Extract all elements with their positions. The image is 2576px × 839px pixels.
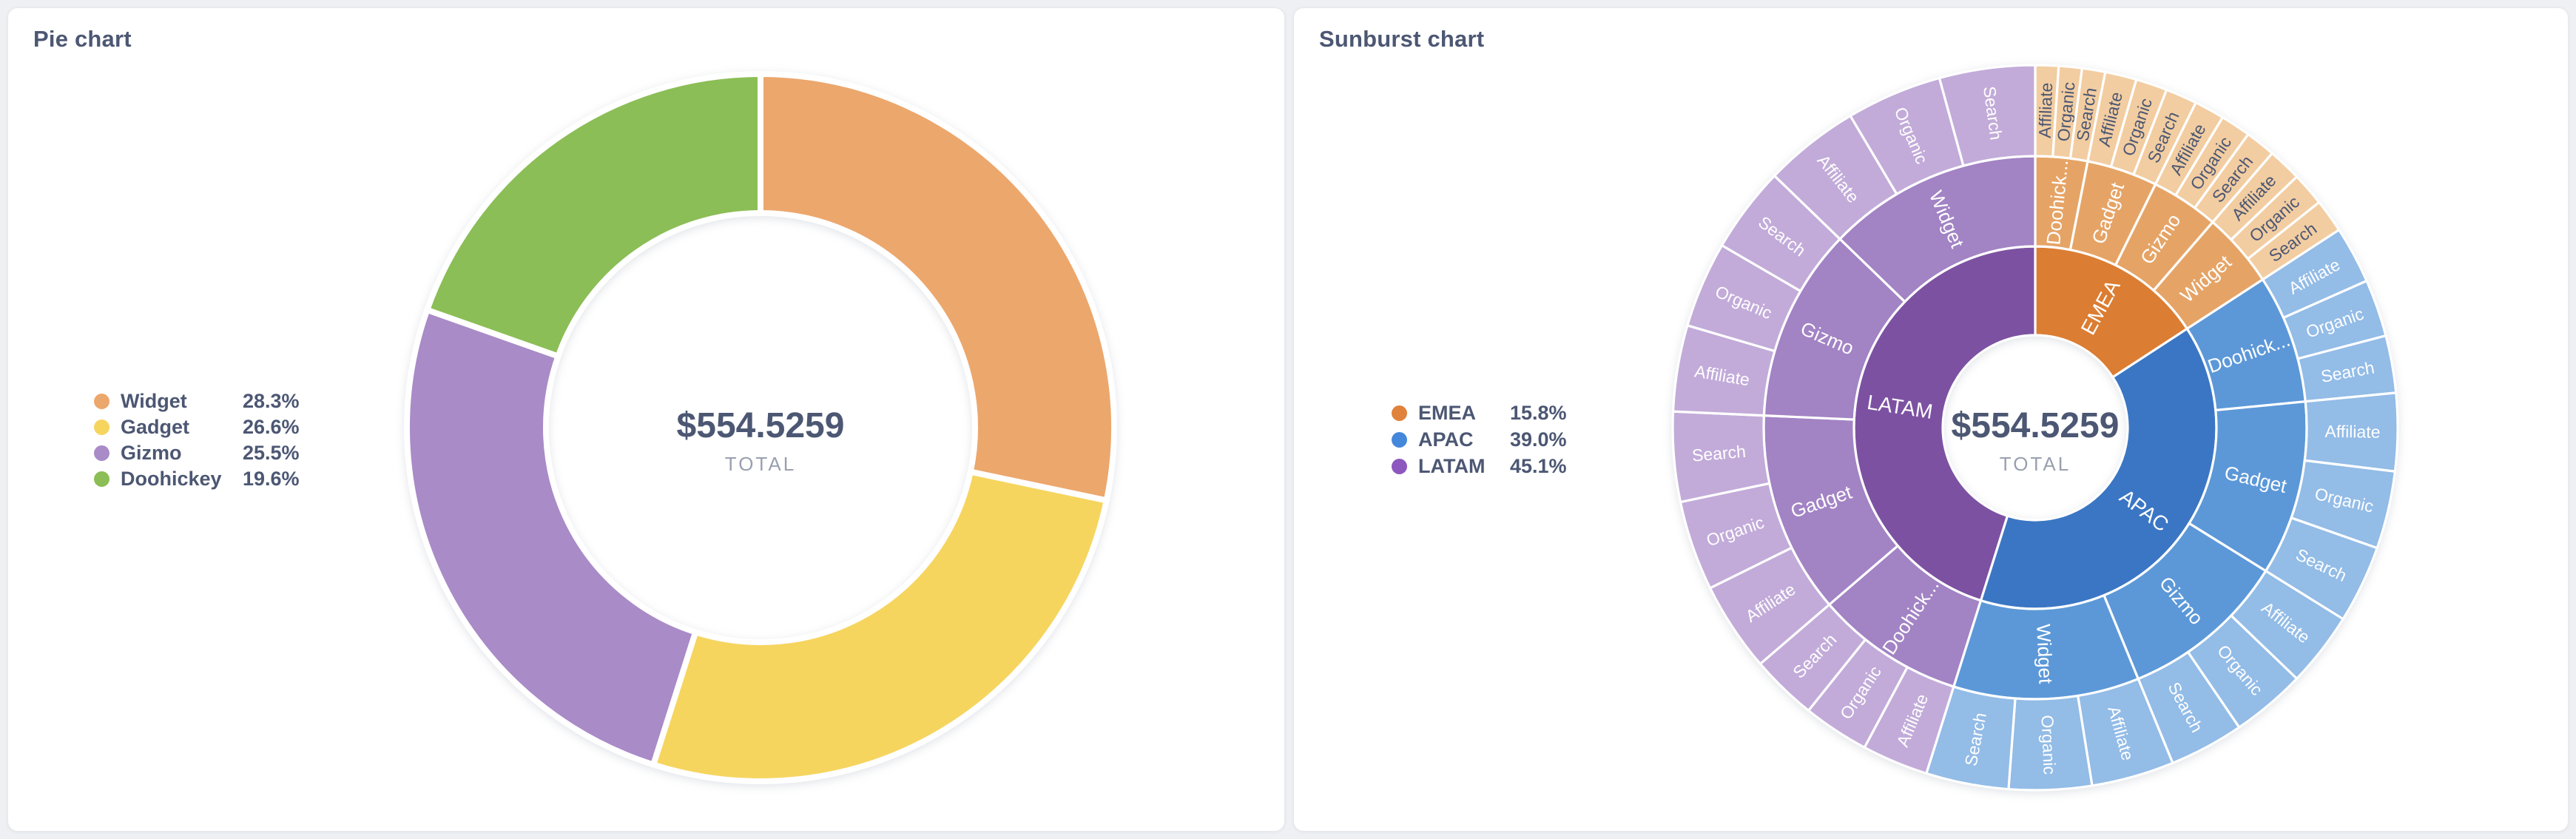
legend-dot-doohickey <box>94 471 109 487</box>
legend-label: Doohickey <box>121 468 222 490</box>
legend-percent: 26.6% <box>243 416 300 438</box>
legend-label: EMEA <box>1418 401 1477 424</box>
legend-item-latam[interactable]: LATAM 45.1% <box>1392 453 1567 479</box>
pie-slice-gizmo[interactable] <box>404 306 699 768</box>
legend-item-doohickey[interactable]: Doohickey 19.6% <box>94 466 300 492</box>
pie-slice-gadget[interactable] <box>650 468 1110 784</box>
legend-percent: 28.3% <box>243 390 300 412</box>
sunburst-product-apac-widget[interactable] <box>1952 594 2140 701</box>
sunburst-chart[interactable]: EMEADoohick...AffiliateOrganicSearchGadg… <box>1669 61 2401 794</box>
legend-label: APAC <box>1418 428 1474 451</box>
legend-percent: 19.6% <box>243 468 300 490</box>
legend-dot-latam <box>1392 458 1407 474</box>
legend-dot-widget <box>94 394 109 409</box>
legend-dot-gadget <box>94 420 109 435</box>
sunburst-chart-card: Sunburst chart EMEA 15.8% APAC 39.0% LATAM 45… <box>1293 7 2569 832</box>
legend-percent: 45.1% <box>1510 454 1567 477</box>
legend-item-gadget[interactable]: Gadget 26.6% <box>94 414 300 440</box>
legend-item-widget[interactable]: Widget 28.3% <box>94 388 300 414</box>
sunburst-channel-apac-widget-organic[interactable] <box>2007 694 2094 792</box>
legend-label: Gizmo <box>121 442 182 464</box>
legend-percent: 39.0% <box>1510 428 1567 451</box>
legend-dot-gizmo <box>94 445 109 461</box>
pie-legend: Widget 28.3% Gadget 26.6% Gizmo 25.5% Doohicke… <box>94 388 300 492</box>
legend-dot-emea <box>1392 405 1407 421</box>
sunburst-channel-apac-gadget-affiliate[interactable] <box>2303 391 2399 473</box>
pie-slice-doohickey[interactable] <box>424 71 763 360</box>
pie-chart-card: Pie chart Widget 28.3% Gadget 26.6% Gizmo 25.… <box>7 7 1285 832</box>
sunburst-card-title: Sunburst chart <box>1319 26 1485 52</box>
legend-label: Gadget <box>121 416 190 438</box>
sunburst-channel-latam-widget-search[interactable] <box>1938 64 2037 167</box>
sunburst-legend: EMEA 15.8% APAC 39.0% LATAM 45.1% <box>1392 400 1567 479</box>
legend-label: LATAM <box>1418 454 1486 477</box>
pie-slice-widget[interactable] <box>758 71 1117 504</box>
legend-label: Widget <box>121 390 187 412</box>
legend-percent: 15.8% <box>1510 401 1567 424</box>
legend-percent: 25.5% <box>243 442 300 464</box>
pie-card-title: Pie chart <box>33 26 132 52</box>
legend-item-apac[interactable]: APAC 39.0% <box>1392 426 1567 453</box>
legend-dot-apac <box>1392 431 1407 448</box>
legend-item-gizmo[interactable]: Gizmo 25.5% <box>94 440 300 466</box>
pie-donut-chart[interactable] <box>394 61 1127 794</box>
legend-item-emea[interactable]: EMEA 15.8% <box>1392 400 1567 426</box>
